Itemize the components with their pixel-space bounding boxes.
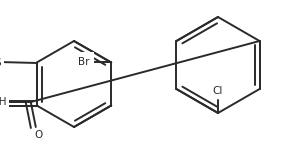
Text: Cl: Cl [213,86,223,96]
Text: NH: NH [0,97,7,107]
Text: S: S [0,57,1,67]
Text: O: O [35,130,43,140]
Text: Br: Br [78,57,89,67]
Text: N: N [0,101,2,111]
